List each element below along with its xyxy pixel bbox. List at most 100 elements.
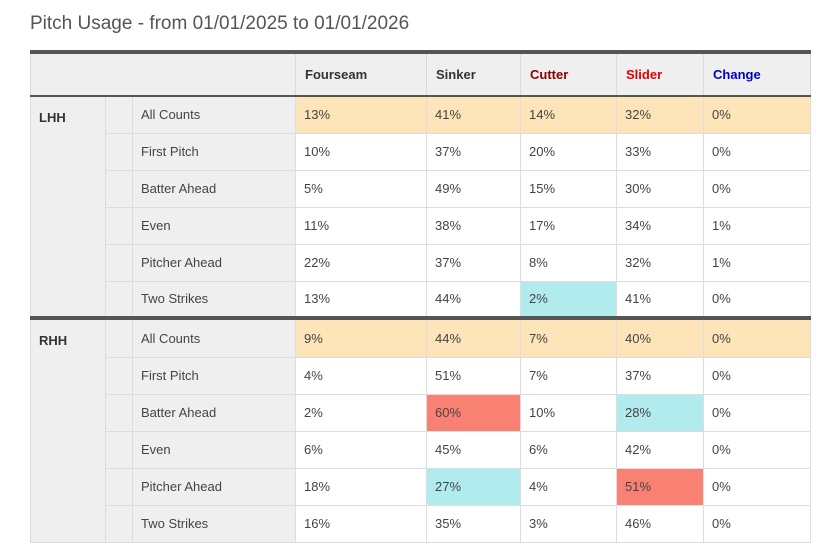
usage-value-cell: 60% [426,393,522,432]
usage-value-cell: 0% [703,356,812,395]
usage-value-cell: 34% [616,206,705,245]
usage-value-cell: 17% [520,206,618,245]
table-row: First Pitch 4% 51% 7% 37% 0% [31,356,812,395]
usage-value-cell: 46% [616,504,705,543]
usage-value-cell: 49% [426,169,522,208]
column-header-slider[interactable]: Slider [616,50,704,97]
usage-value-cell: 28% [616,393,705,432]
usage-value-cell: 2% [295,393,428,432]
table-row: RHH All Counts 9% 44% 7% 40% 0% [30,316,812,543]
count-situation-label: First Pitch [131,356,297,395]
usage-value-cell: 22% [295,243,428,282]
usage-value-cell: 45% [426,430,522,469]
count-situation-label: First Pitch [131,132,297,171]
row-spacer-cell [105,169,133,208]
usage-value-cell: 18% [295,467,428,506]
usage-value-cell: 4% [520,467,618,506]
count-situation-label: Pitcher Ahead [131,467,297,506]
column-header-cutter[interactable]: Cutter [520,50,617,97]
usage-value-cell: 41% [426,95,522,134]
usage-value-cell: 44% [426,316,522,358]
row-spacer-cell [105,504,133,543]
table-row: Two Strikes 13% 44% 2% 41% 0% [31,280,812,319]
table-row: Even 6% 45% 6% 42% 0% [31,430,812,469]
table-row: Batter Ahead 2% 60% 10% 28% 0% [31,393,812,432]
usage-value-cell: 0% [703,504,812,543]
row-spacer-cell [105,243,133,282]
row-spacer-cell [105,316,133,358]
row-spacer-cell [105,132,133,171]
column-header-sinker[interactable]: Sinker [426,50,521,97]
column-header-change[interactable]: Change [703,50,812,97]
usage-value-cell: 7% [520,356,618,395]
pitch-usage-table: Fourseam Sinker Cutter Slider Change LHH… [29,50,812,543]
usage-value-cell: 7% [520,316,618,358]
usage-value-cell: 3% [520,504,618,543]
header-empty-cell [29,50,296,97]
count-situation-label: All Counts [131,316,297,358]
usage-value-cell: 51% [426,356,522,395]
usage-value-cell: 4% [295,356,428,395]
pitch-usage-table-container: Fourseam Sinker Cutter Slider Change LHH… [29,50,812,543]
table-row: Pitcher Ahead 22% 37% 8% 32% 1% [31,243,812,282]
usage-value-cell: 0% [703,467,812,506]
usage-value-cell: 44% [426,280,522,319]
usage-value-cell: 27% [426,467,522,506]
usage-value-cell: 37% [616,356,705,395]
usage-value-cell: 1% [703,243,812,282]
row-spacer-cell [105,467,133,506]
usage-value-cell: 35% [426,504,522,543]
table-row: Two Strikes 16% 35% 3% 46% 0% [31,504,812,543]
table-row: LHH All Counts 13% 41% 14% 32% 0% [30,95,812,319]
table-row: First Pitch 10% 37% 20% 33% 0% [31,132,812,171]
usage-value-cell: 13% [295,280,428,319]
usage-value-cell: 41% [616,280,705,319]
usage-value-cell: 0% [703,95,812,134]
count-situation-label: All Counts [131,95,297,134]
row-spacer-cell [105,356,133,395]
usage-value-cell: 10% [295,132,428,171]
usage-value-cell: 11% [295,206,428,245]
usage-value-cell: 0% [703,430,812,469]
batter-hand-label: RHH [30,316,106,543]
count-situation-label: Batter Ahead [131,169,297,208]
count-situation-label: Pitcher Ahead [131,243,297,282]
row-spacer-cell [105,206,133,245]
usage-value-cell: 40% [616,316,705,358]
row-spacer-cell [105,280,133,319]
usage-value-cell: 16% [295,504,428,543]
usage-value-cell: 14% [520,95,618,134]
table-row: Even 11% 38% 17% 34% 1% [31,206,812,245]
count-situation-label: Even [131,206,297,245]
batter-hand-label: LHH [30,95,106,319]
page-title: Pitch Usage - from 01/01/2025 to 01/01/2… [30,13,410,34]
usage-value-cell: 42% [616,430,705,469]
usage-value-cell: 32% [616,243,705,282]
row-spacer-cell [105,393,133,432]
usage-value-cell: 2% [520,280,618,319]
table-header-row: Fourseam Sinker Cutter Slider Change [29,50,812,97]
usage-value-cell: 0% [703,280,812,319]
usage-value-cell: 20% [520,132,618,171]
usage-value-cell: 38% [426,206,522,245]
table-body: LHH All Counts 13% 41% 14% 32% 0% First Pitch 10… [30,95,812,543]
usage-value-cell: 32% [616,95,705,134]
usage-value-cell: 6% [520,430,618,469]
column-header-fourseam[interactable]: Fourseam [295,50,427,97]
usage-value-cell: 1% [703,206,812,245]
usage-value-cell: 15% [520,169,618,208]
usage-value-cell: 51% [616,467,705,506]
table-row: Pitcher Ahead 18% 27% 4% 51% 0% [31,467,812,506]
usage-value-cell: 0% [703,393,812,432]
usage-value-cell: 0% [703,132,812,171]
usage-value-cell: 0% [703,316,812,358]
usage-value-cell: 37% [426,132,522,171]
count-situation-label: Two Strikes [131,280,297,319]
usage-value-cell: 37% [426,243,522,282]
usage-value-cell: 0% [703,169,812,208]
count-situation-label: Two Strikes [131,504,297,543]
usage-value-cell: 13% [295,95,428,134]
usage-value-cell: 10% [520,393,618,432]
usage-value-cell: 6% [295,430,428,469]
usage-value-cell: 5% [295,169,428,208]
